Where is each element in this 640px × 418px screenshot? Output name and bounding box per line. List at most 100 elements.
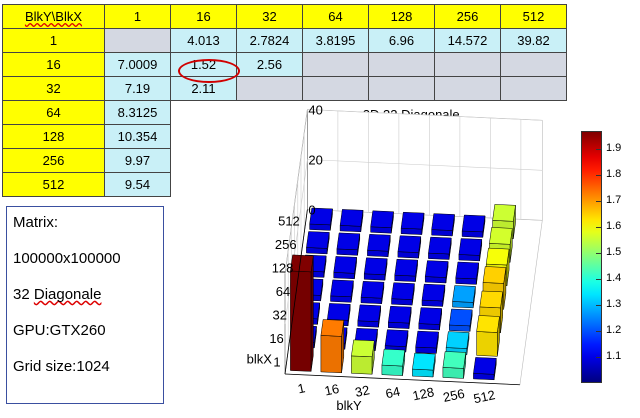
bar-top — [473, 357, 497, 375]
colorbar-tick-mark — [596, 201, 602, 203]
colorbar-tick-mark — [596, 357, 602, 359]
col-header: 16 — [170, 4, 237, 29]
bar-front — [351, 355, 373, 375]
bar-top — [367, 234, 391, 252]
bar-top — [339, 209, 364, 227]
row-header: 512 — [2, 172, 105, 197]
colorbar-tick-mark — [596, 253, 602, 255]
bar-top — [388, 305, 412, 324]
info-line-size: 100000x100000 — [13, 250, 121, 267]
bar-top — [360, 281, 385, 299]
bar-top — [421, 283, 446, 302]
y-tick-label: 16 — [269, 331, 283, 346]
col-header: 256 — [434, 4, 501, 29]
table-corner-header: BlkY\BlkX — [2, 4, 105, 29]
info-line-matrix: Matrix: — [13, 214, 58, 231]
colorbar-tick-label: 1.8 — [606, 168, 622, 181]
bar-top — [357, 304, 381, 322]
y-tick-label: 512 — [278, 213, 300, 228]
bar-top — [333, 256, 357, 274]
bar-top — [424, 260, 449, 278]
timing-table: BlkY\BlkX 1 16 32 64 128 256 512 1 4.013 2.7824 3.8… — [2, 4, 567, 197]
row-header: 32 — [2, 76, 105, 101]
bar-top — [442, 351, 467, 369]
info-line-diagonals: 32 Diagonale — [13, 283, 163, 319]
info-box: Matrix: 100000x100000 32 Diagonale GPU:G… — [6, 206, 164, 404]
col-header: 512 — [500, 4, 567, 29]
bar-front — [412, 368, 434, 378]
bar-top — [400, 211, 425, 230]
table-cell-empty — [368, 52, 435, 77]
bar-top — [306, 231, 330, 249]
x-tick-label: 32 — [354, 382, 371, 400]
colorbar-tick-label: 1.5 — [606, 246, 622, 259]
table-cell-empty — [434, 52, 501, 77]
bar-top — [327, 303, 351, 321]
bar-front — [476, 331, 498, 357]
table-cell: 2.7824 — [236, 28, 303, 53]
table-cell: 14.572 — [434, 28, 501, 53]
colorbar-tick-mark — [596, 305, 602, 307]
grid-line — [284, 109, 543, 275]
x-tick-label: 256 — [442, 386, 466, 405]
colorbar-tick-mark — [596, 149, 602, 151]
table-cell-empty — [302, 76, 369, 101]
info-line-grid: Grid size:1024 — [13, 358, 110, 375]
table-cell: 6.96 — [368, 28, 435, 53]
col-header: 128 — [368, 4, 435, 29]
y-tick-label: 64 — [276, 284, 290, 299]
colorbar-tick-label: 1.1 — [606, 350, 622, 363]
table-cell: 7.19 — [104, 76, 171, 101]
table-cell-empty — [434, 76, 501, 101]
colorbar-tick-mark — [596, 175, 602, 177]
bar-top — [418, 307, 442, 325]
col-header: 64 — [302, 4, 369, 29]
table-cell-empty — [500, 52, 567, 77]
colorbar-tick-label: 1.6 — [606, 220, 622, 233]
bar-top — [351, 339, 375, 358]
bar-top — [476, 315, 500, 333]
bar-top — [458, 238, 483, 256]
table-cell-empty — [236, 76, 303, 101]
table-cell: 4.013 — [170, 28, 237, 53]
y-tick-label: 128 — [272, 260, 294, 275]
table-cell-empty — [104, 28, 171, 53]
z-tick-label: 40 — [308, 103, 322, 118]
bar-front — [320, 335, 342, 374]
colorbar-tick-label: 1.2 — [606, 324, 622, 337]
colorbar-tick-mark — [596, 331, 602, 333]
x-tick-label: 1 — [296, 380, 306, 396]
bar-top — [449, 308, 473, 327]
row-header: 256 — [2, 148, 105, 173]
bar-top — [485, 247, 510, 266]
z-tick-label: 0 — [308, 203, 315, 218]
y-tick-label: 256 — [275, 237, 297, 252]
colorbar-tick-label: 1.4 — [606, 272, 622, 285]
bar-front — [290, 270, 312, 372]
x-tick-label: 64 — [384, 384, 401, 402]
bar-top — [445, 331, 470, 349]
table-cell: 39.82 — [500, 28, 567, 53]
table-cell-empty — [368, 76, 435, 101]
y-tick-label: 32 — [273, 307, 287, 322]
colorbar-tick-mark — [596, 279, 602, 281]
y-axis-line — [284, 209, 308, 375]
table-cell: 2.56 — [236, 52, 303, 77]
row-header: 128 — [2, 124, 105, 149]
table-cell-empty — [500, 76, 567, 101]
bar-top — [431, 213, 455, 231]
bar-top — [415, 330, 439, 349]
bar-front — [442, 367, 464, 379]
x-tick-label: 128 — [411, 384, 435, 403]
info-diag-word: Diagonale — [33, 286, 102, 303]
table-cell: 9.54 — [104, 172, 171, 197]
bar-top — [492, 204, 516, 222]
highlight-circle — [178, 59, 240, 83]
bar-top — [461, 214, 486, 233]
colorbar-tick-label: 1.9 — [606, 142, 622, 155]
y-tick-label: 1 — [273, 354, 280, 369]
x-tick-label: 512 — [472, 387, 496, 406]
bar-top — [384, 329, 409, 347]
bar-side — [310, 255, 314, 372]
row-header: 64 — [2, 100, 105, 125]
